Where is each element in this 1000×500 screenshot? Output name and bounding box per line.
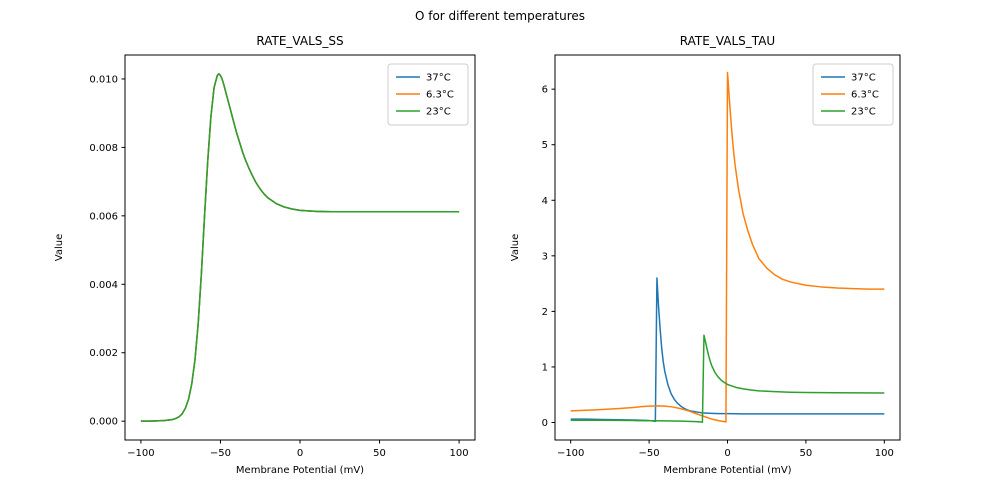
y-tick-label: 0.000 — [89, 417, 118, 428]
x-axis-label: Membrane Potential (mV) — [236, 465, 364, 476]
series-line-23°C — [570, 334, 885, 423]
y-tick-label: 0 — [542, 418, 548, 429]
legend-label: 6.3°C — [426, 90, 454, 101]
x-tick-label: 50 — [800, 448, 813, 459]
legend-frame — [812, 63, 894, 126]
y-tick-label: 0.008 — [89, 143, 118, 154]
subplot-title: RATE_VALS_SS — [256, 34, 343, 48]
y-tick-label: 4 — [542, 196, 548, 207]
legend-label: 23°C — [426, 107, 451, 118]
x-tick-label: 0 — [724, 448, 730, 459]
x-tick-label: −50 — [210, 448, 231, 459]
legend-label: 37°C — [851, 73, 876, 84]
series-line-37°C — [140, 73, 460, 422]
legend-label: 37°C — [426, 73, 451, 84]
x-tick-label: 50 — [373, 448, 386, 459]
y-tick-label: 2 — [542, 307, 548, 318]
legend-label: 6.3°C — [851, 90, 879, 101]
y-tick-label: 0.006 — [89, 211, 118, 222]
x-tick-label: 100 — [450, 448, 469, 459]
x-tick-label: 100 — [875, 448, 894, 459]
series-line-37°C — [570, 277, 885, 423]
y-tick-label: 5 — [542, 140, 548, 151]
legend-label: 23°C — [851, 107, 876, 118]
series-line-6.3°C — [570, 71, 885, 423]
series-line-23°C — [140, 73, 460, 422]
series-line-6.3°C — [140, 73, 460, 422]
x-tick-label: −100 — [557, 448, 584, 459]
subplot-1: −100 −50 0 50 100 0.000 0.002 0.004 0.006 0.008 0.… — [54, 34, 476, 476]
y-tick-label: 0.004 — [89, 280, 118, 291]
x-axis-label: Membrane Potential (mV) — [663, 465, 791, 476]
legend: 37°C 6.3°C 23°C — [387, 63, 469, 126]
y-tick-label: 3 — [542, 251, 548, 262]
y-axis-label: Value — [510, 234, 521, 261]
figure-title: O for different temperatures — [414, 9, 586, 23]
legend-frame — [387, 63, 469, 126]
subplot-title: RATE_VALS_TAU — [680, 34, 775, 48]
x-tick-label: −100 — [127, 448, 154, 459]
y-tick-label: 6 — [542, 85, 548, 96]
y-tick-label: 1 — [542, 362, 548, 373]
y-axis-label: Value — [54, 234, 65, 261]
y-tick-label: 0.010 — [89, 74, 118, 85]
subplot-2: −100 −50 0 50 100 0 1 2 3 4 5 6 RATE_VALS_TAU Membran… — [510, 34, 901, 476]
y-tick-label: 0.002 — [89, 348, 118, 359]
x-tick-label: 0 — [297, 448, 303, 459]
legend: 37°C 6.3°C 23°C — [812, 63, 894, 126]
x-tick-label: −50 — [639, 448, 660, 459]
